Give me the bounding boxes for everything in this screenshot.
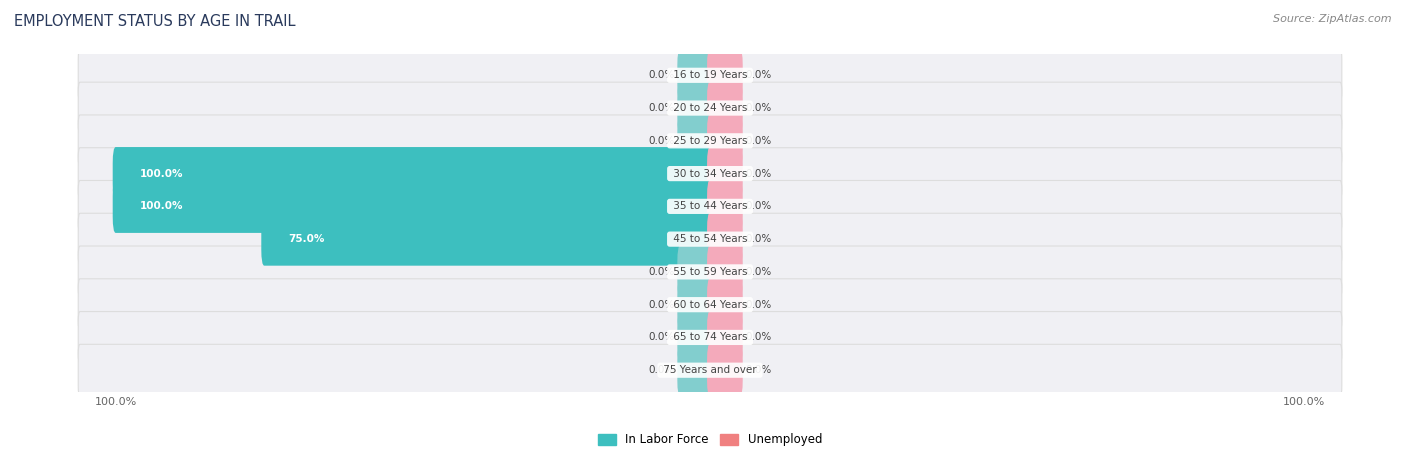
Text: 0.0%: 0.0% bbox=[745, 333, 772, 342]
Text: 30 to 34 Years: 30 to 34 Years bbox=[669, 169, 751, 179]
Text: 0.0%: 0.0% bbox=[745, 136, 772, 146]
Text: 100.0%: 100.0% bbox=[139, 201, 183, 212]
FancyBboxPatch shape bbox=[707, 278, 742, 331]
Text: 0.0%: 0.0% bbox=[745, 169, 772, 179]
Text: 0.0%: 0.0% bbox=[648, 103, 675, 113]
Text: EMPLOYMENT STATUS BY AGE IN TRAIL: EMPLOYMENT STATUS BY AGE IN TRAIL bbox=[14, 14, 295, 28]
FancyBboxPatch shape bbox=[678, 344, 713, 397]
FancyBboxPatch shape bbox=[79, 50, 1341, 101]
FancyBboxPatch shape bbox=[707, 180, 742, 233]
Text: 35 to 44 Years: 35 to 44 Years bbox=[669, 201, 751, 212]
Text: 0.0%: 0.0% bbox=[648, 136, 675, 146]
FancyBboxPatch shape bbox=[79, 344, 1341, 396]
FancyBboxPatch shape bbox=[112, 180, 713, 233]
Text: 0.0%: 0.0% bbox=[745, 267, 772, 277]
FancyBboxPatch shape bbox=[707, 114, 742, 167]
FancyBboxPatch shape bbox=[707, 81, 742, 135]
Text: 20 to 24 Years: 20 to 24 Years bbox=[669, 103, 751, 113]
FancyBboxPatch shape bbox=[707, 245, 742, 298]
Text: 0.0%: 0.0% bbox=[648, 365, 675, 375]
Legend: In Labor Force, Unemployed: In Labor Force, Unemployed bbox=[598, 433, 823, 446]
FancyBboxPatch shape bbox=[79, 82, 1341, 134]
Text: Source: ZipAtlas.com: Source: ZipAtlas.com bbox=[1274, 14, 1392, 23]
Text: 0.0%: 0.0% bbox=[648, 70, 675, 80]
Text: 0.0%: 0.0% bbox=[648, 267, 675, 277]
Text: 100.0%: 100.0% bbox=[139, 169, 183, 179]
Text: 0.0%: 0.0% bbox=[745, 234, 772, 244]
Text: 0.0%: 0.0% bbox=[745, 70, 772, 80]
Text: 55 to 59 Years: 55 to 59 Years bbox=[669, 267, 751, 277]
Text: 65 to 74 Years: 65 to 74 Years bbox=[669, 333, 751, 342]
Text: 0.0%: 0.0% bbox=[745, 201, 772, 212]
Text: 75.0%: 75.0% bbox=[288, 234, 325, 244]
FancyBboxPatch shape bbox=[707, 344, 742, 397]
FancyBboxPatch shape bbox=[678, 245, 713, 298]
FancyBboxPatch shape bbox=[707, 49, 742, 102]
FancyBboxPatch shape bbox=[79, 311, 1341, 363]
FancyBboxPatch shape bbox=[79, 180, 1341, 232]
FancyBboxPatch shape bbox=[707, 147, 742, 200]
FancyBboxPatch shape bbox=[79, 148, 1341, 199]
FancyBboxPatch shape bbox=[79, 246, 1341, 298]
FancyBboxPatch shape bbox=[79, 213, 1341, 265]
FancyBboxPatch shape bbox=[79, 279, 1341, 331]
FancyBboxPatch shape bbox=[678, 49, 713, 102]
FancyBboxPatch shape bbox=[678, 278, 713, 331]
Text: 16 to 19 Years: 16 to 19 Years bbox=[669, 70, 751, 80]
FancyBboxPatch shape bbox=[678, 114, 713, 167]
FancyBboxPatch shape bbox=[112, 147, 713, 200]
FancyBboxPatch shape bbox=[678, 311, 713, 364]
FancyBboxPatch shape bbox=[707, 212, 742, 266]
FancyBboxPatch shape bbox=[707, 311, 742, 364]
FancyBboxPatch shape bbox=[79, 115, 1341, 166]
FancyBboxPatch shape bbox=[262, 212, 713, 266]
Text: 25 to 29 Years: 25 to 29 Years bbox=[669, 136, 751, 146]
Text: 45 to 54 Years: 45 to 54 Years bbox=[669, 234, 751, 244]
Text: 0.0%: 0.0% bbox=[745, 365, 772, 375]
Text: 60 to 64 Years: 60 to 64 Years bbox=[669, 300, 751, 310]
Text: 0.0%: 0.0% bbox=[745, 103, 772, 113]
Text: 0.0%: 0.0% bbox=[745, 300, 772, 310]
Text: 0.0%: 0.0% bbox=[648, 333, 675, 342]
Text: 75 Years and over: 75 Years and over bbox=[659, 365, 761, 375]
FancyBboxPatch shape bbox=[678, 81, 713, 135]
Text: 0.0%: 0.0% bbox=[648, 300, 675, 310]
